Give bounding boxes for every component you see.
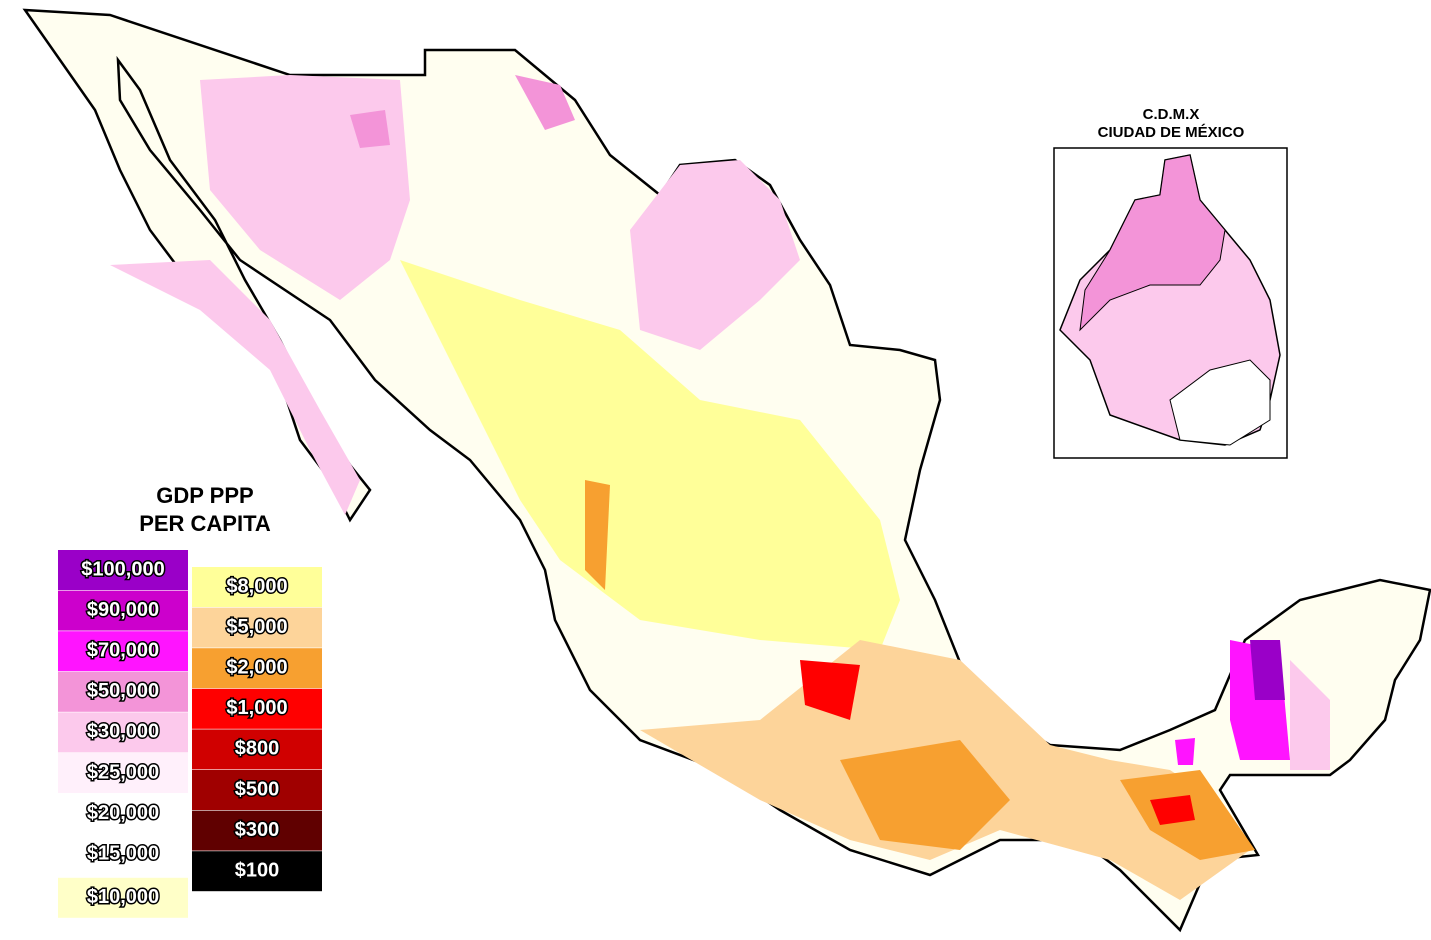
region (110, 260, 360, 515)
legend-label: $800 (235, 738, 280, 760)
region (585, 480, 610, 590)
legend-label: $300 (235, 819, 280, 841)
inset: C.D.M.X CIUDAD DE MÉXICO (1053, 106, 1288, 459)
legend-label: $10,000 (87, 886, 159, 908)
legend-swatch (58, 631, 188, 672)
legend-label: $500 (235, 778, 280, 800)
legend-swatch (58, 550, 188, 590)
legend-swatch (58, 877, 188, 918)
legend-label: $30,000 (87, 721, 159, 743)
legend-swatch (58, 834, 188, 875)
inset-region (1169, 359, 1271, 446)
legend-swatch (192, 567, 322, 607)
legend-swatch (58, 793, 188, 834)
inset-title: CIUDAD DE MÉXICO (1098, 124, 1245, 141)
inset-region (1079, 154, 1226, 332)
legend-label: $2,000 (226, 656, 287, 678)
region (1175, 738, 1195, 765)
legend-swatch (192, 851, 322, 892)
legend-label: $100 (235, 859, 280, 881)
region (1290, 660, 1330, 770)
legend-swatch (58, 590, 188, 631)
region (400, 260, 900, 650)
legend-swatch (192, 607, 322, 648)
legend-swatch (192, 648, 322, 689)
legend-swatch (192, 688, 322, 729)
region (840, 740, 1010, 850)
legend-label: $15,000 (87, 842, 159, 864)
inset-frame (1053, 147, 1288, 459)
legend-title: GDP PPP (156, 483, 253, 508)
legend-swatch (58, 712, 188, 753)
legend-swatch (58, 671, 188, 712)
region (800, 660, 860, 720)
legend: GDP PPP PER CAPITA $100,000 $90,000 $70,00… (58, 483, 322, 918)
legend-swatch (192, 770, 322, 810)
legend-label: $50,000 (87, 680, 159, 702)
legend-swatch (58, 753, 188, 793)
legend-title: PER CAPITA (139, 511, 271, 536)
legend-label: $8,000 (226, 575, 287, 597)
region (1250, 640, 1285, 700)
legend-label: $25,000 (87, 761, 159, 783)
region (350, 110, 390, 148)
legend-swatch (192, 810, 322, 851)
legend-label: $100,000 (81, 558, 164, 580)
inset-title: C.D.M.X (1143, 106, 1200, 123)
legend-swatch (192, 729, 322, 770)
region (630, 160, 800, 350)
region (1150, 795, 1195, 825)
region (515, 75, 575, 130)
legend-label: $90,000 (87, 599, 159, 621)
legend-label: $5,000 (226, 616, 287, 638)
mexico-map (22, 8, 1431, 933)
legend-label: $1,000 (226, 697, 287, 719)
legend-label: $20,000 (87, 802, 159, 824)
legend-label: $70,000 (87, 639, 159, 661)
